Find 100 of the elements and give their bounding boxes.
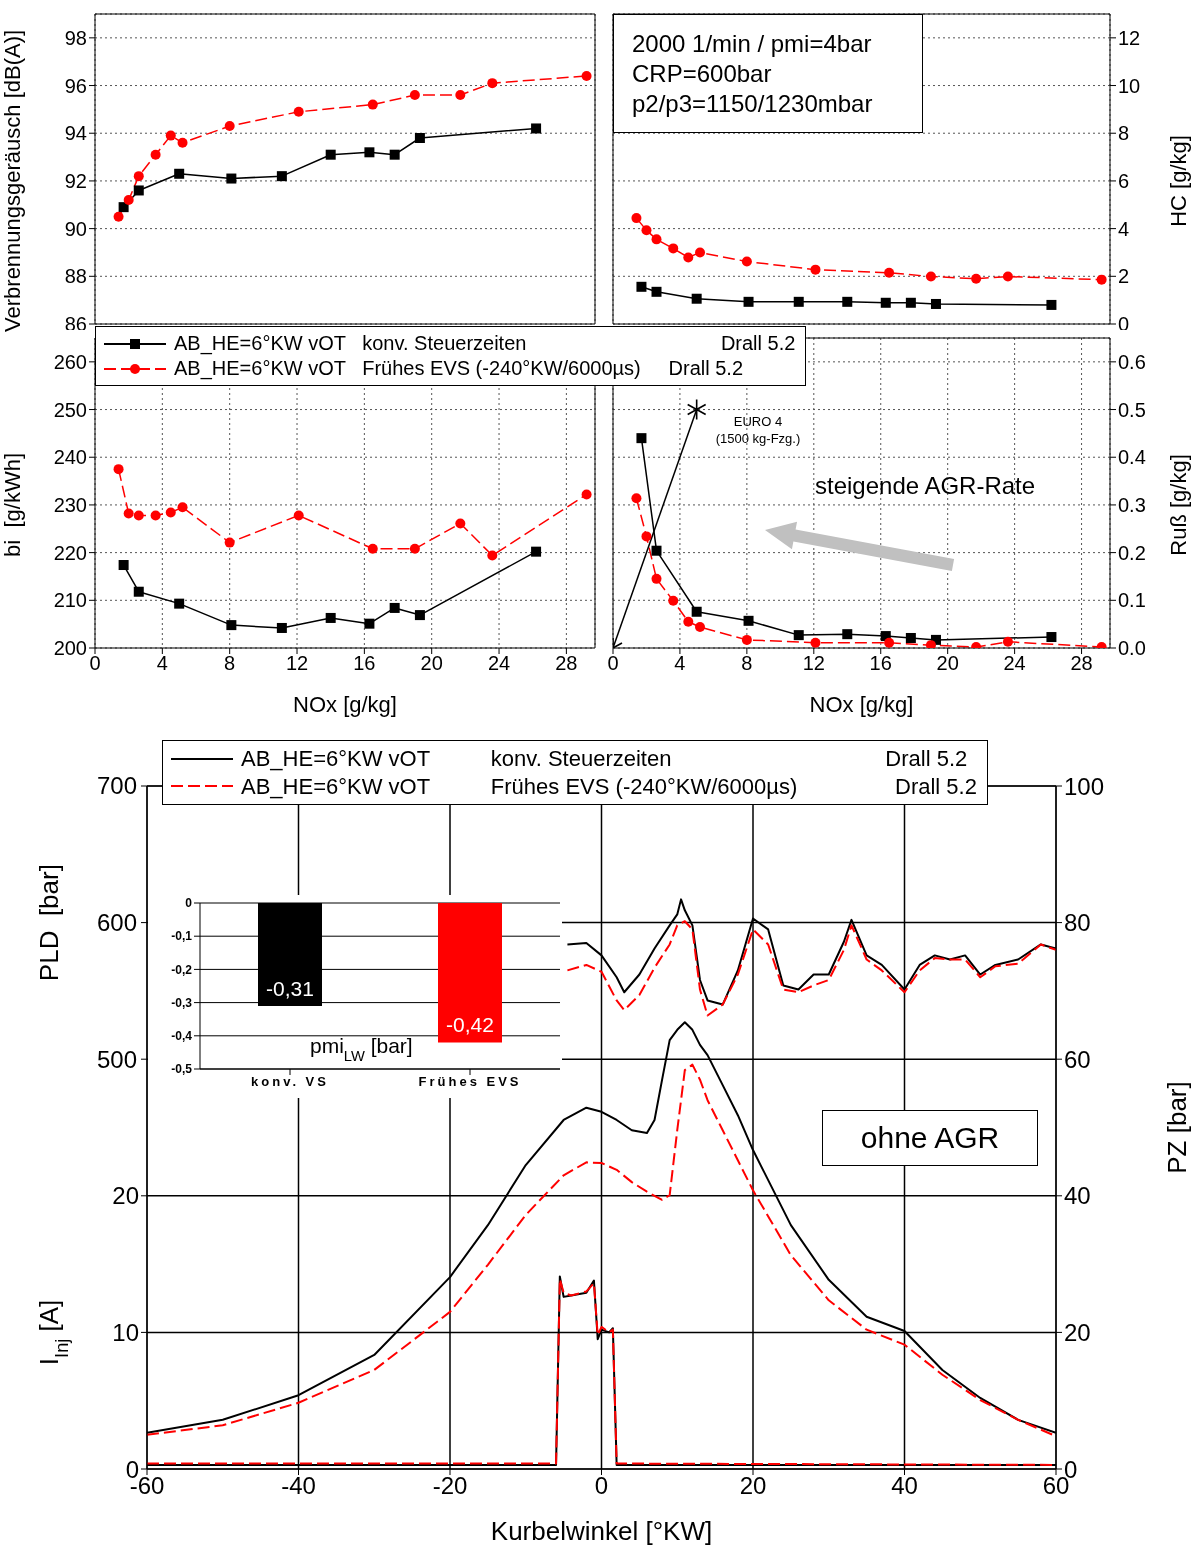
point xyxy=(971,273,982,284)
x-axis-title: pmi$_{LW}$ [bar] xyxy=(310,1034,413,1064)
y2-tick-label: 10 xyxy=(1118,74,1141,97)
x-tick-label: 20 xyxy=(936,652,959,675)
point xyxy=(364,618,375,629)
point xyxy=(842,296,853,307)
point xyxy=(133,510,144,521)
y2-tick-label: 20 xyxy=(1064,1318,1091,1346)
y-tick-label: -0,4 xyxy=(171,1029,193,1044)
point xyxy=(150,510,161,521)
point xyxy=(683,616,694,627)
data-label: -0,42 xyxy=(446,1013,494,1037)
y2-tick-label: 0.4 xyxy=(1118,446,1146,469)
point xyxy=(113,464,124,475)
point xyxy=(810,264,821,275)
x-tick-label: 0 xyxy=(594,1472,609,1500)
y2-tick-label: 40 xyxy=(1064,1182,1091,1210)
x-tick-label: -20 xyxy=(432,1472,468,1500)
y-tick-label: -0,1 xyxy=(171,929,193,944)
point xyxy=(487,550,498,561)
y3-tick-label: 700 xyxy=(96,772,137,800)
point xyxy=(793,630,804,641)
point xyxy=(925,271,936,282)
y2-tick-label: 0.0 xyxy=(1118,637,1146,660)
y2-tick-label: 0.2 xyxy=(1118,541,1146,564)
point xyxy=(651,545,662,556)
point xyxy=(930,298,941,309)
point xyxy=(741,634,752,645)
point xyxy=(325,149,336,160)
point xyxy=(531,546,542,557)
point xyxy=(741,256,752,267)
point xyxy=(177,137,188,148)
y-tick-label: 240 xyxy=(53,446,87,469)
y2-tick-label: 8 xyxy=(1118,122,1130,145)
point xyxy=(651,234,662,245)
x-tick-label: 28 xyxy=(1070,652,1093,675)
y-tick-label: 94 xyxy=(64,122,87,145)
point xyxy=(123,508,134,519)
x-tick-label: -40 xyxy=(281,1472,316,1500)
y2-tick-label: 0.1 xyxy=(1118,589,1146,612)
y-tick-label: 88 xyxy=(64,265,87,288)
x-tick-label: 4 xyxy=(156,652,168,675)
point xyxy=(150,149,161,160)
x-tick-label: 40 xyxy=(891,1472,918,1500)
point xyxy=(651,286,662,297)
point xyxy=(226,620,237,631)
y-tick-label: -0,2 xyxy=(171,962,193,977)
y3-tick-label: 600 xyxy=(96,909,137,936)
point xyxy=(743,615,754,626)
point xyxy=(367,99,378,110)
point xyxy=(487,78,498,89)
y2-tick-label: 80 xyxy=(1064,909,1091,937)
y2-axis-title: HC [g/kg] xyxy=(1166,135,1191,227)
point xyxy=(631,213,642,224)
point xyxy=(409,543,420,554)
point xyxy=(793,296,804,307)
legend-label: AB_HE=6°KW vOT Frühes EVS (-240°KW/6000µs) Drall 5.2 xyxy=(174,356,744,381)
x-tick-label: 4 xyxy=(674,652,686,675)
x-tick-label: 0 xyxy=(89,652,101,675)
point xyxy=(293,106,304,117)
x-tick-label: Frühes EVS xyxy=(418,1074,522,1090)
point xyxy=(1002,636,1013,647)
point xyxy=(668,243,679,254)
point xyxy=(691,293,702,304)
point xyxy=(925,640,936,648)
point xyxy=(531,123,542,134)
point xyxy=(165,130,176,141)
point xyxy=(276,171,287,182)
point xyxy=(133,185,144,196)
point xyxy=(810,637,821,648)
point xyxy=(165,507,176,518)
x-axis-title: NOx [g/kg] xyxy=(293,692,397,717)
y2-tick-label: 4 xyxy=(1118,217,1130,240)
point xyxy=(905,297,916,308)
annotation: p2/p3=1150/1230mbar xyxy=(632,88,873,119)
point xyxy=(842,629,853,640)
annotation: steigende AGR-Rate xyxy=(815,472,1036,499)
point xyxy=(455,518,466,529)
legend-label: AB_HE=6°KW vOT Frühes EVS (-240°KW/6000µs) Drall 5.2 xyxy=(241,772,977,800)
point xyxy=(905,632,916,643)
x-tick-label: 8 xyxy=(741,652,753,675)
point xyxy=(276,622,287,633)
y-tick-label: -0,5 xyxy=(171,1062,193,1077)
point xyxy=(1046,299,1057,310)
point xyxy=(581,489,592,500)
y2-axis-title: PZ [bar] xyxy=(1162,1081,1192,1174)
point xyxy=(364,147,375,158)
y2-tick-label: 0.5 xyxy=(1118,398,1146,421)
point xyxy=(226,173,237,184)
point xyxy=(636,433,647,444)
y-tick-label: 200 xyxy=(53,637,87,660)
y3-axis-title: PLD [bar] xyxy=(34,864,64,982)
x-tick-label: 28 xyxy=(555,652,578,675)
y2-axis-title: Ruß [g/kg] xyxy=(1166,454,1191,556)
y2-tick-label: 12 xyxy=(1118,26,1141,49)
point xyxy=(174,168,185,179)
point xyxy=(1096,274,1107,285)
point xyxy=(224,121,235,132)
y2-tick-label: 0.3 xyxy=(1118,494,1146,517)
point xyxy=(133,586,144,597)
